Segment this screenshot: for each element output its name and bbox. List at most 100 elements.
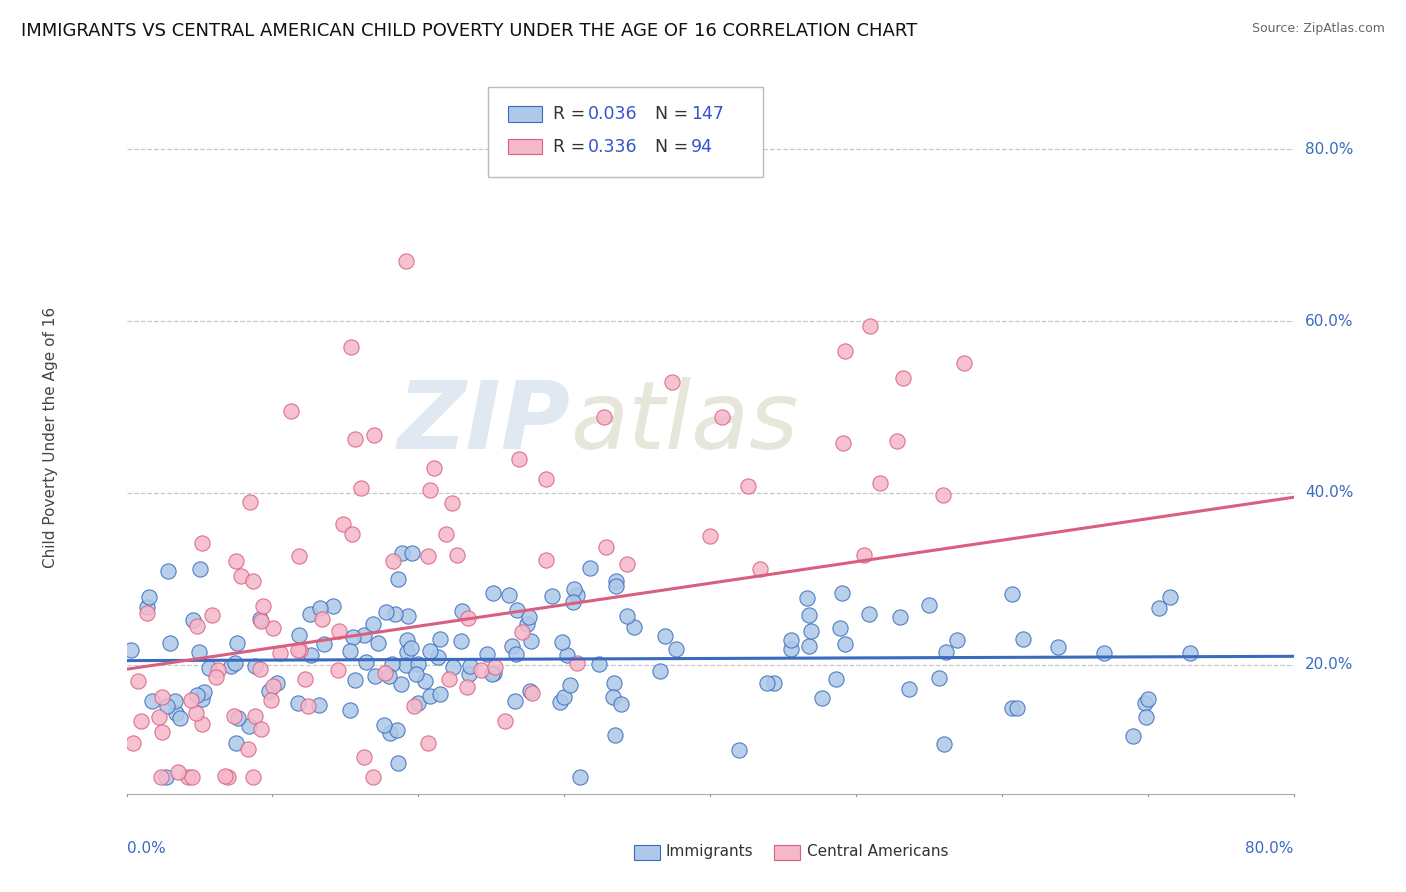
- Point: [395, 657, 418, 672]
- Point: [534, 472, 557, 486]
- Point: [260, 693, 283, 707]
- Point: [184, 706, 207, 720]
- Text: R =: R =: [553, 105, 591, 123]
- Point: [129, 714, 152, 728]
- Point: [886, 434, 908, 448]
- Point: [219, 659, 242, 673]
- Point: [932, 488, 955, 502]
- Point: [322, 599, 344, 613]
- Point: [395, 645, 418, 659]
- Point: [361, 616, 384, 631]
- Point: [339, 644, 361, 658]
- Point: [831, 436, 853, 450]
- Point: [159, 636, 181, 650]
- Point: [834, 343, 856, 358]
- Point: [257, 684, 280, 698]
- Point: [470, 663, 492, 677]
- Point: [287, 643, 309, 657]
- Point: [191, 692, 214, 706]
- Point: [150, 690, 173, 704]
- Point: [605, 574, 627, 588]
- Point: [127, 674, 149, 689]
- Point: [384, 607, 406, 621]
- Point: [1001, 701, 1024, 715]
- Point: [353, 628, 375, 642]
- Point: [349, 481, 371, 495]
- Point: [553, 690, 575, 704]
- Point: [519, 684, 541, 698]
- Point: [374, 605, 396, 619]
- Point: [475, 648, 498, 662]
- Point: [299, 607, 322, 621]
- Point: [458, 659, 481, 673]
- Point: [225, 554, 247, 568]
- Point: [287, 696, 309, 710]
- Point: [579, 561, 602, 575]
- Text: 94: 94: [690, 137, 713, 155]
- Point: [508, 452, 530, 467]
- Point: [501, 639, 523, 653]
- Point: [343, 673, 366, 687]
- Point: [811, 690, 834, 705]
- Point: [737, 479, 759, 493]
- Point: [534, 553, 557, 567]
- Point: [413, 674, 436, 689]
- Point: [288, 643, 311, 657]
- Point: [399, 641, 422, 656]
- Point: [155, 770, 177, 784]
- Point: [519, 609, 541, 624]
- Point: [343, 432, 366, 446]
- Point: [135, 606, 157, 620]
- Point: [419, 644, 441, 658]
- Point: [1135, 710, 1157, 724]
- Point: [294, 672, 316, 686]
- Point: [520, 686, 543, 700]
- Point: [201, 607, 224, 622]
- Point: [451, 604, 474, 618]
- Point: [426, 649, 449, 664]
- Point: [824, 672, 846, 686]
- Point: [441, 660, 464, 674]
- Point: [458, 666, 481, 681]
- FancyBboxPatch shape: [775, 845, 800, 860]
- Text: N =: N =: [644, 137, 695, 155]
- Point: [226, 711, 249, 725]
- Point: [190, 717, 212, 731]
- Point: [484, 659, 506, 673]
- Text: Central Americans: Central Americans: [807, 844, 949, 859]
- Point: [226, 635, 249, 649]
- Point: [755, 676, 778, 690]
- Point: [401, 545, 423, 559]
- Point: [595, 541, 617, 555]
- Point: [214, 769, 236, 783]
- Point: [396, 608, 419, 623]
- Point: [262, 679, 284, 693]
- FancyBboxPatch shape: [508, 106, 541, 121]
- Point: [354, 655, 377, 669]
- Point: [429, 687, 451, 701]
- Point: [665, 642, 688, 657]
- Point: [148, 710, 170, 724]
- Point: [150, 770, 173, 784]
- Point: [180, 692, 202, 706]
- Point: [796, 591, 818, 605]
- Point: [152, 725, 174, 739]
- Text: 40.0%: 40.0%: [1305, 485, 1354, 500]
- Point: [245, 709, 267, 723]
- Point: [831, 585, 853, 599]
- Point: [661, 375, 683, 389]
- Point: [780, 641, 803, 656]
- Point: [555, 648, 578, 662]
- Point: [565, 588, 588, 602]
- Point: [828, 622, 851, 636]
- Point: [834, 637, 856, 651]
- Text: N =: N =: [644, 105, 695, 123]
- Point: [1122, 729, 1144, 743]
- Point: [328, 624, 350, 638]
- Point: [450, 633, 472, 648]
- Point: [562, 595, 585, 609]
- Point: [482, 665, 505, 680]
- Point: [266, 676, 288, 690]
- Point: [710, 410, 733, 425]
- Point: [326, 664, 349, 678]
